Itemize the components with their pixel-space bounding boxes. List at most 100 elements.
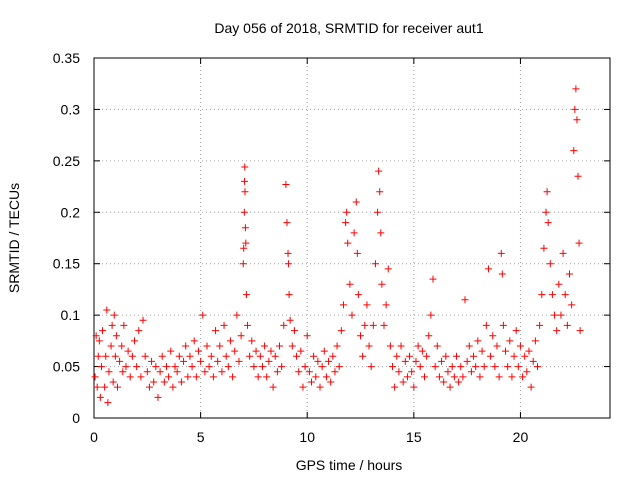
data-point bbox=[555, 280, 563, 288]
data-point bbox=[348, 311, 356, 319]
data-point bbox=[104, 399, 112, 407]
data-point bbox=[188, 363, 196, 371]
data-point bbox=[408, 368, 416, 376]
data-point bbox=[241, 177, 249, 185]
data-point bbox=[284, 260, 292, 268]
data-point bbox=[167, 347, 175, 355]
data-point bbox=[286, 316, 294, 324]
data-point bbox=[250, 363, 258, 371]
data-point bbox=[231, 347, 239, 355]
data-point bbox=[237, 332, 245, 340]
data-point bbox=[527, 383, 535, 391]
data-point bbox=[401, 357, 409, 365]
y-tick-label: 0.35 bbox=[53, 50, 80, 66]
data-point bbox=[452, 352, 460, 360]
data-point bbox=[467, 368, 475, 376]
data-point bbox=[573, 116, 581, 124]
data-point bbox=[175, 352, 183, 360]
data-point bbox=[335, 363, 343, 371]
data-point bbox=[310, 352, 318, 360]
data-point bbox=[160, 378, 168, 386]
data-point bbox=[377, 229, 385, 237]
data-point bbox=[110, 311, 118, 319]
data-point bbox=[484, 265, 492, 273]
data-point bbox=[442, 352, 450, 360]
data-point bbox=[516, 342, 524, 350]
data-point bbox=[389, 363, 397, 371]
data-point bbox=[240, 244, 248, 252]
data-point bbox=[431, 363, 439, 371]
data-point bbox=[93, 383, 101, 391]
data-point bbox=[109, 378, 117, 386]
data-point bbox=[433, 342, 441, 350]
data-point bbox=[465, 342, 473, 350]
data-point bbox=[344, 239, 352, 247]
data-point bbox=[386, 342, 394, 350]
data-point bbox=[137, 373, 145, 381]
data-point bbox=[461, 296, 469, 304]
data-point bbox=[190, 337, 198, 345]
data-point bbox=[416, 363, 424, 371]
y-tick-label: 0.1 bbox=[61, 307, 81, 323]
data-points bbox=[91, 85, 584, 407]
data-point bbox=[576, 327, 584, 335]
data-point bbox=[103, 306, 111, 314]
data-point bbox=[429, 275, 437, 283]
data-point bbox=[173, 368, 181, 376]
data-point bbox=[288, 342, 296, 350]
data-point bbox=[353, 249, 361, 257]
data-point bbox=[339, 301, 347, 309]
data-point bbox=[487, 352, 495, 360]
data-point bbox=[399, 378, 407, 386]
data-point bbox=[139, 316, 147, 324]
data-point bbox=[542, 208, 550, 216]
data-point bbox=[418, 347, 426, 355]
data-point bbox=[177, 378, 185, 386]
data-point bbox=[235, 357, 243, 365]
data-point bbox=[169, 383, 177, 391]
data-point bbox=[361, 321, 369, 329]
data-point bbox=[450, 373, 458, 381]
data-point bbox=[285, 291, 293, 299]
data-point bbox=[440, 378, 448, 386]
data-point bbox=[395, 368, 403, 376]
data-point bbox=[282, 181, 290, 189]
x-tick-label: 15 bbox=[406, 429, 422, 445]
data-point bbox=[331, 368, 339, 376]
data-point bbox=[350, 229, 358, 237]
x-tick-label: 5 bbox=[197, 429, 205, 445]
data-point bbox=[343, 208, 351, 216]
data-point bbox=[403, 373, 411, 381]
data-point bbox=[242, 291, 250, 299]
data-point bbox=[269, 383, 277, 391]
x-tick-label: 10 bbox=[299, 429, 315, 445]
y-tick-label: 0.05 bbox=[53, 359, 80, 375]
data-point bbox=[273, 368, 281, 376]
data-point bbox=[278, 363, 286, 371]
data-point bbox=[457, 363, 465, 371]
data-point bbox=[154, 393, 162, 401]
plot-frame bbox=[93, 57, 611, 419]
data-point bbox=[459, 373, 467, 381]
data-point bbox=[423, 352, 431, 360]
data-point bbox=[376, 188, 384, 196]
data-point bbox=[378, 280, 386, 288]
data-point bbox=[141, 352, 149, 360]
y-tick-label: 0 bbox=[72, 410, 80, 426]
data-point bbox=[242, 239, 250, 247]
y-axis-label: SRMTID / TECUs bbox=[6, 183, 22, 293]
data-point bbox=[201, 368, 209, 376]
data-point bbox=[523, 368, 531, 376]
tick-marks bbox=[93, 57, 610, 419]
data-point bbox=[491, 363, 499, 371]
data-point bbox=[267, 347, 275, 355]
data-point bbox=[222, 352, 230, 360]
data-point bbox=[241, 224, 249, 232]
data-point bbox=[307, 378, 315, 386]
data-point bbox=[162, 363, 170, 371]
data-point bbox=[171, 363, 179, 371]
data-point bbox=[575, 239, 583, 247]
data-point bbox=[480, 363, 488, 371]
data-point bbox=[380, 321, 388, 329]
